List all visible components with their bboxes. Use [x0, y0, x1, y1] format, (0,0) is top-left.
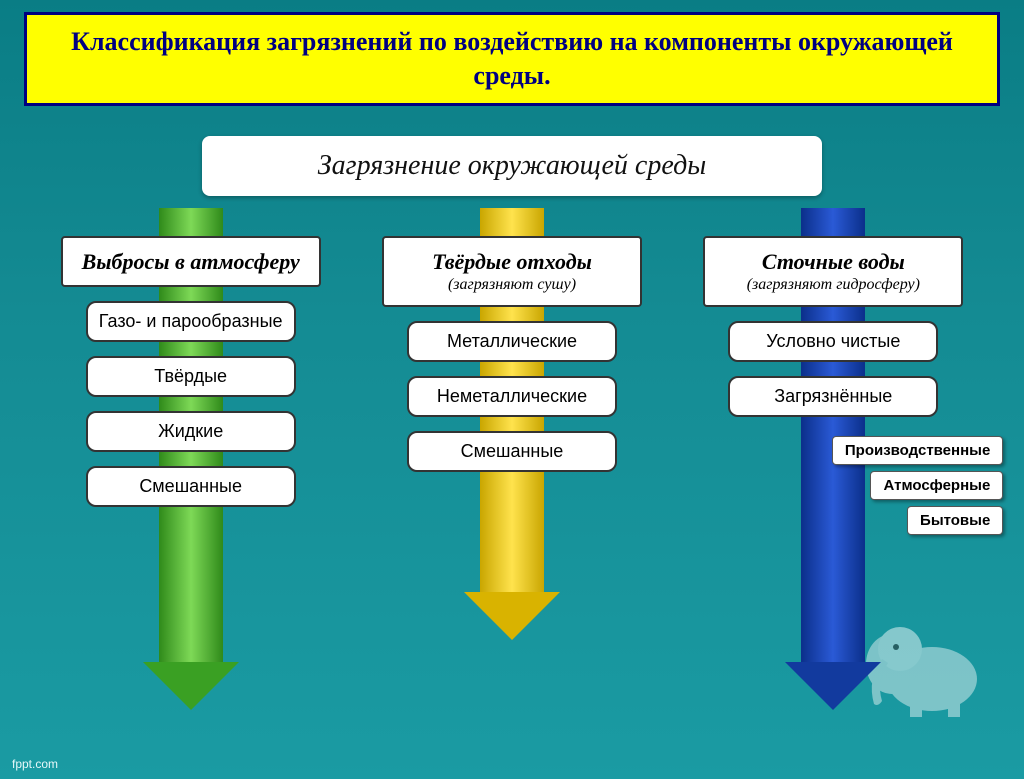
subtitle-box: Загрязнение окружающей среды — [202, 136, 822, 196]
arrow-head-yellow — [464, 592, 560, 640]
item-box: Смешанные — [86, 466, 296, 507]
category-subtitle: (загрязняют сушу) — [392, 275, 632, 295]
arrow-head-green — [143, 662, 239, 710]
columns-container: Выбросы в атмосферу Газо- и парообразные… — [0, 208, 1024, 508]
arrow-head-blue — [785, 662, 881, 710]
item-box: Газо- и парообразные — [86, 301, 296, 342]
category-title: Выбросы в атмосферу — [82, 249, 300, 274]
category-header-solid: Твёрдые отходы (загрязняют сушу) — [382, 236, 642, 308]
sub-item: Атмосферные — [870, 471, 1003, 500]
sub-item: Производственные — [832, 436, 1003, 465]
column-solid-waste: Твёрдые отходы (загрязняют сушу) Металли… — [362, 208, 662, 508]
page-title: Классификация загрязнений по воздействию… — [47, 25, 977, 93]
category-header-atmosphere: Выбросы в атмосферу — [61, 236, 321, 288]
item-box: Неметаллические — [407, 376, 617, 417]
category-header-water: Сточные воды (загрязняют гидросферу) — [703, 236, 963, 308]
sub-items-list: Производственные Атмосферные Бытовые — [832, 436, 1003, 535]
item-box: Жидкие — [86, 411, 296, 452]
item-box: Условно чистые — [728, 321, 938, 362]
category-title: Сточные воды — [762, 249, 905, 274]
item-box: Смешанные — [407, 431, 617, 472]
category-subtitle: (загрязняют гидросферу) — [713, 275, 953, 295]
item-box: Твёрдые — [86, 356, 296, 397]
category-title: Твёрдые отходы — [432, 249, 592, 274]
sub-item: Бытовые — [907, 506, 1003, 535]
item-box: Загрязнённые — [728, 376, 938, 417]
footer-credit: fppt.com — [12, 757, 58, 771]
title-bar: Классификация загрязнений по воздействию… — [24, 12, 1000, 106]
column-atmosphere: Выбросы в атмосферу Газо- и парообразные… — [41, 208, 341, 508]
column-wastewater: Сточные воды (загрязняют гидросферу) Усл… — [683, 208, 983, 508]
item-box: Металлические — [407, 321, 617, 362]
